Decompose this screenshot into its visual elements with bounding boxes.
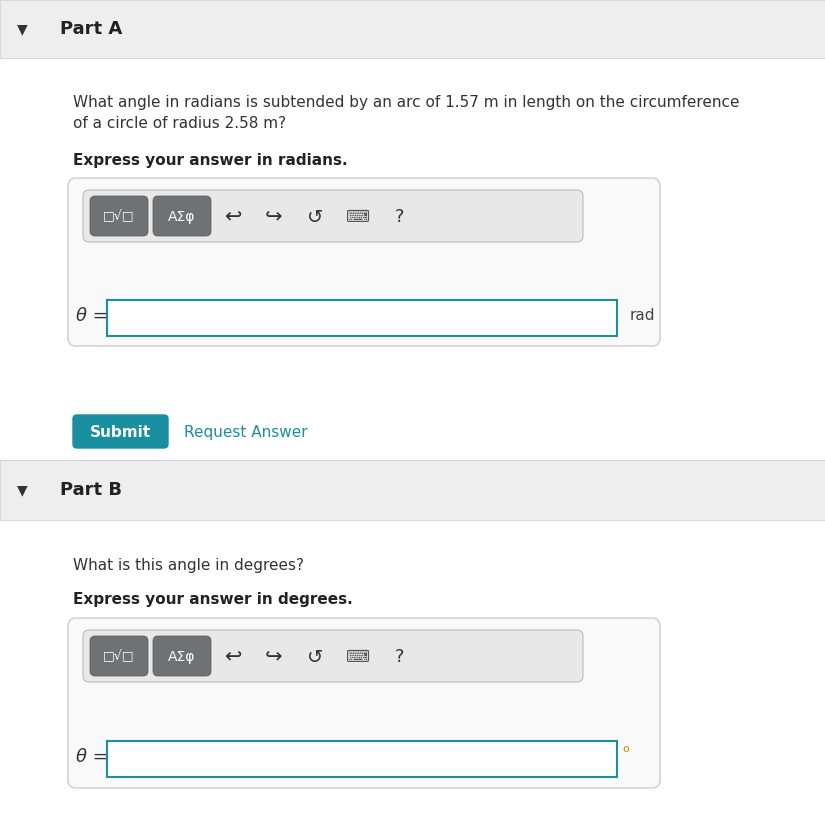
Text: ↩: ↩ xyxy=(224,207,242,227)
Text: ↪: ↪ xyxy=(264,647,282,667)
Text: Submit: Submit xyxy=(89,425,150,440)
FancyBboxPatch shape xyxy=(68,178,660,346)
Text: Part A: Part A xyxy=(60,20,122,38)
Text: ▼: ▼ xyxy=(16,483,27,497)
Text: θ =: θ = xyxy=(76,307,108,325)
Text: ↩: ↩ xyxy=(224,647,242,667)
Text: ↺: ↺ xyxy=(307,208,323,227)
Text: ΑΣφ: ΑΣφ xyxy=(168,210,196,224)
FancyBboxPatch shape xyxy=(68,618,660,788)
Bar xyxy=(107,300,617,336)
Text: ▼: ▼ xyxy=(16,22,27,36)
FancyBboxPatch shape xyxy=(90,636,148,676)
Text: ↪: ↪ xyxy=(264,207,282,227)
Bar xyxy=(0,0,825,58)
Text: o: o xyxy=(622,744,629,754)
Text: ⌨: ⌨ xyxy=(346,648,370,666)
Text: of a circle of radius 2.58 m?: of a circle of radius 2.58 m? xyxy=(73,116,286,131)
Text: θ =: θ = xyxy=(76,748,108,766)
Text: ?: ? xyxy=(395,648,405,666)
FancyBboxPatch shape xyxy=(90,196,148,236)
Text: ↺: ↺ xyxy=(307,647,323,666)
Text: rad: rad xyxy=(630,309,656,324)
Text: □√□: □√□ xyxy=(103,651,134,664)
Text: Express your answer in degrees.: Express your answer in degrees. xyxy=(73,592,353,607)
FancyBboxPatch shape xyxy=(83,190,583,242)
Text: Express your answer in radians.: Express your answer in radians. xyxy=(73,153,347,168)
Bar xyxy=(107,741,617,777)
Text: Part B: Part B xyxy=(60,481,122,499)
Text: ΑΣφ: ΑΣφ xyxy=(168,650,196,664)
Text: What angle in radians is subtended by an arc of 1.57 m in length on the circumfe: What angle in radians is subtended by an… xyxy=(73,95,739,110)
Text: ?: ? xyxy=(395,208,405,226)
Text: Request Answer: Request Answer xyxy=(184,425,308,440)
FancyBboxPatch shape xyxy=(73,415,168,448)
Text: What is this angle in degrees?: What is this angle in degrees? xyxy=(73,558,304,573)
Text: ⌨: ⌨ xyxy=(346,208,370,226)
FancyBboxPatch shape xyxy=(153,636,211,676)
Text: □√□: □√□ xyxy=(103,210,134,224)
FancyBboxPatch shape xyxy=(83,630,583,682)
Bar xyxy=(0,58,825,468)
Bar xyxy=(0,520,825,834)
Bar xyxy=(0,460,825,462)
FancyBboxPatch shape xyxy=(153,196,211,236)
Bar xyxy=(0,460,825,520)
